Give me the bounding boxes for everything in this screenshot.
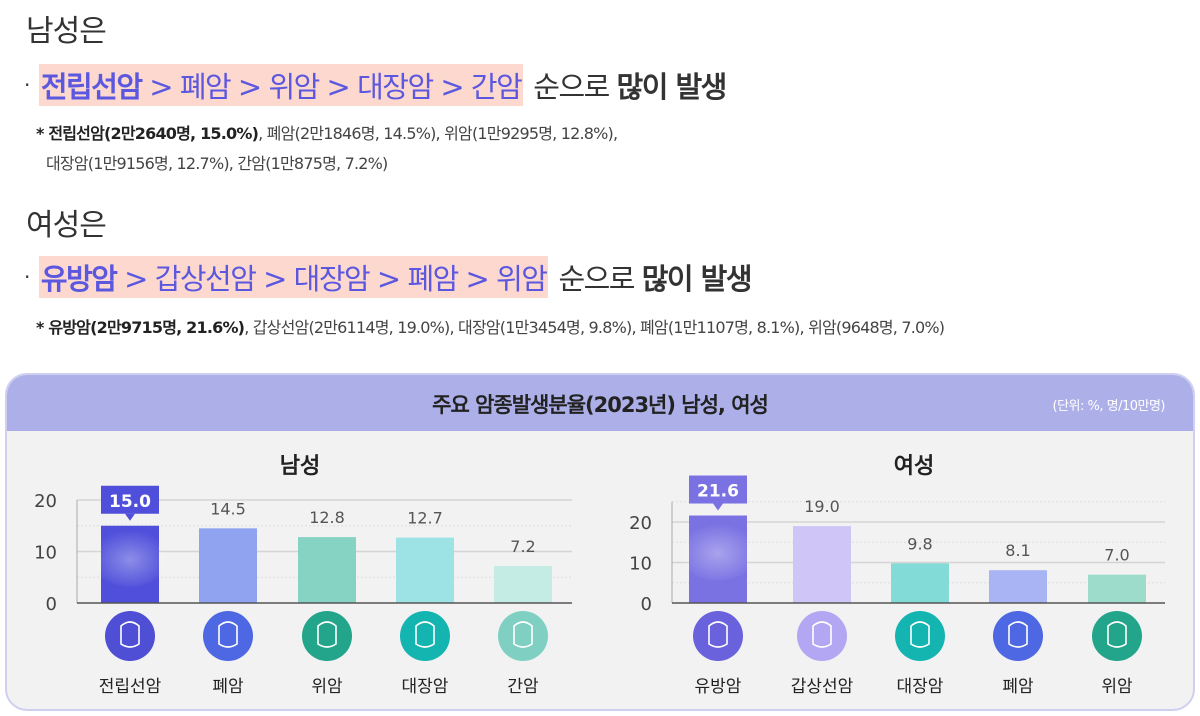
data-label: 8.1 (1005, 541, 1030, 560)
badge-pointer (125, 513, 135, 521)
ranking-item: 대장암 (357, 70, 434, 104)
female-note: * 유방암(2만9715명, 21.6%), 갑상선암(2만6114명, 19.… (36, 314, 945, 338)
ranking-item: 위암 (268, 70, 320, 104)
suffix-bold: 많이 발생 (641, 262, 753, 296)
category-label: 갑상선암 (791, 677, 854, 697)
panel-header: 주요 암종발생분율(2023년) 남성, 여성 (단위: %, 명/10만명) (7, 375, 1193, 431)
bar (494, 565, 552, 603)
breast-icon (693, 611, 743, 661)
data-label: 7.0 (1104, 546, 1129, 565)
data-label: 14.5 (210, 499, 246, 518)
note-rest: , 갑상선암(2만6114명, 19.0%), 대장암(1만3454명, 9.8… (244, 318, 945, 337)
note-rest: , 폐암(2만1846명, 14.5%), 위암(1만9295명, 12.8%)… (258, 124, 618, 143)
male-ranking: 전립선암 > 폐암 > 위암 > 대장암 > 간암 (38, 64, 524, 106)
bar-highlight (678, 520, 758, 581)
bar (199, 528, 257, 603)
ranking-item: 위암 (496, 262, 548, 296)
stomach-icon (302, 611, 352, 661)
lungs-icon (203, 611, 253, 661)
category-label: 대장암 (402, 677, 449, 697)
category-label: 폐암 (1002, 677, 1034, 697)
data-label: 19.0 (804, 497, 840, 516)
bar (891, 563, 949, 603)
separator: > (141, 70, 180, 104)
ranking-item: 대장암 (293, 262, 371, 296)
data-label: 21.6 (697, 482, 739, 502)
colon-icon (400, 611, 450, 661)
bar (1088, 574, 1146, 603)
separator: > (457, 262, 497, 296)
bullet-icon: · (24, 73, 30, 97)
bar (793, 526, 851, 603)
ranking-item: 전립선암 (40, 70, 143, 104)
liver-icon (498, 611, 548, 661)
category-label: 대장암 (897, 677, 944, 697)
male-chart-title: 남성 (279, 454, 321, 479)
data-label: 12.8 (309, 508, 345, 527)
value-badge (101, 485, 159, 514)
category-label: 전립선암 (99, 677, 162, 697)
category-label: 위암 (1101, 677, 1133, 697)
suffix-bold: 많이 발생 (616, 70, 728, 104)
female-heading: 여성은 (26, 208, 107, 243)
female-ranking: 유방암 > 갑상선암 > 대장암 > 폐암 > 위암 (38, 256, 549, 298)
note-bold: * 전립선암(2만2640명, 15.0%) (36, 124, 259, 143)
data-label: 15.0 (109, 492, 151, 512)
suffix-plain: 순으로 (558, 262, 635, 296)
y-tick-label: 20 (629, 513, 652, 534)
bar (298, 537, 356, 603)
male-suffix: 순으로 많이 발생 (533, 64, 728, 106)
bar (396, 537, 454, 603)
male-note-line2: 대장암(1만9156명, 12.7%), 간암(1만875명, 7.2%) (46, 154, 388, 173)
value-badge (689, 475, 747, 504)
category-label: 위암 (311, 677, 343, 697)
female-chart-title: 여성 (893, 454, 935, 479)
note-bold: * 유방암(2만9715명, 21.6%) (36, 318, 245, 337)
female-ranking-line: · 유방암 > 갑상선암 > 대장암 > 폐암 > 위암 순으로 많이 발생 (24, 256, 753, 298)
badge-pointer (713, 503, 723, 511)
female-suffix: 순으로 많이 발생 (558, 256, 753, 298)
separator: > (432, 70, 471, 104)
separator: > (318, 70, 358, 104)
lungs-icon (993, 611, 1043, 661)
ranking-item: 갑상선암 (154, 262, 257, 296)
y-tick-label: 0 (46, 594, 57, 615)
y-tick-label: 0 (641, 594, 652, 615)
ranking-item: 유방암 (40, 262, 118, 296)
colon-icon (895, 611, 945, 661)
bullet-icon: · (24, 265, 30, 289)
category-label: 간암 (507, 677, 539, 697)
separator: > (116, 262, 155, 296)
suffix-plain: 순으로 (533, 70, 610, 104)
thyroid-icon (797, 611, 847, 661)
y-tick-label: 10 (34, 543, 57, 564)
male-heading: 남성은 (26, 14, 107, 49)
separator: > (255, 262, 294, 296)
data-label: 12.7 (407, 509, 443, 528)
ranking-item: 폐암 (407, 262, 459, 296)
y-tick-label: 10 (629, 554, 652, 575)
stomach-icon (1092, 611, 1142, 661)
ranking-item: 폐암 (179, 70, 232, 104)
separator: > (369, 262, 408, 296)
male-note-line1: * 전립선암(2만2640명, 15.0%), 폐암(2만1846명, 14.5… (36, 120, 618, 144)
separator: > (230, 70, 269, 104)
data-label: 9.8 (907, 534, 932, 553)
panel-title: 주요 암종발생분율(2023년) 남성, 여성 (432, 393, 769, 417)
panel-unit: (단위: %, 명/10만명) (1052, 399, 1166, 414)
bar-highlight (90, 526, 170, 587)
male-ranking-line: · 전립선암 > 폐암 > 위암 > 대장암 > 간암 순으로 많이 발생 (24, 64, 728, 106)
y-tick-label: 20 (34, 491, 57, 512)
category-label: 유방암 (695, 677, 742, 697)
category-label: 폐암 (212, 677, 244, 697)
prostate-icon (105, 611, 155, 661)
data-label: 7.2 (510, 537, 535, 556)
bar (989, 570, 1047, 603)
ranking-item: 간암 (470, 70, 523, 104)
